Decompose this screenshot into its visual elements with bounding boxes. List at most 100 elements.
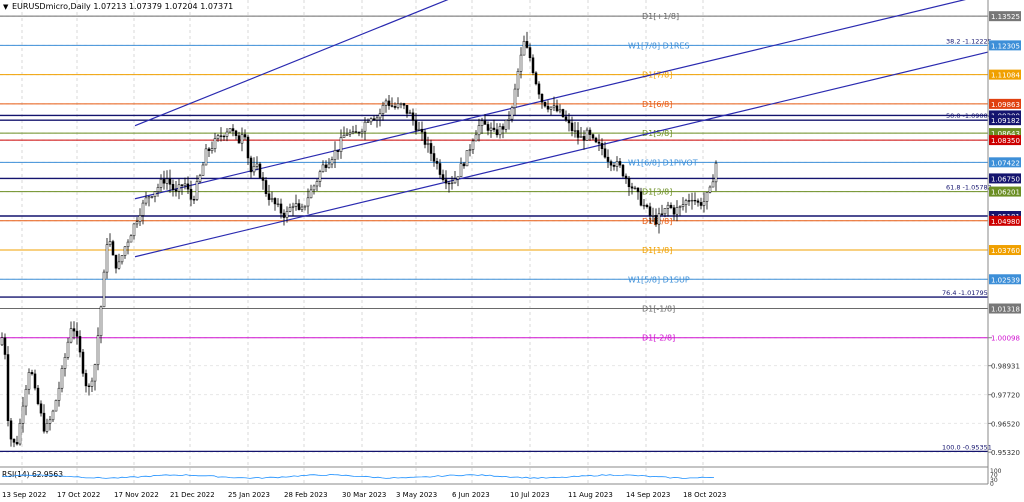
price-tick-label: 1.08350: [991, 137, 1020, 145]
candle-body: [120, 255, 124, 263]
candle-body: [438, 163, 442, 175]
candle-body: [459, 163, 463, 177]
candle-body: [567, 119, 571, 124]
candle-body: [570, 122, 574, 131]
price-tag: [989, 115, 1021, 126]
candle-body: [30, 372, 34, 375]
candle-body: [249, 157, 253, 173]
candle-body: [603, 148, 607, 158]
candle-body: [0, 337, 4, 346]
candle-body: [153, 191, 157, 197]
candle-body: [111, 241, 115, 256]
candle-body: [393, 106, 397, 108]
level-label: D1[1/8]: [642, 246, 672, 255]
level-label: D1[5/8]: [642, 129, 672, 138]
candle-body: [444, 179, 448, 184]
candle-body: [192, 199, 196, 201]
candle-body: [45, 423, 49, 432]
candle-body: [84, 373, 88, 387]
price-tag: [989, 215, 1021, 226]
trend-channel[interactable]: [134, 0, 989, 258]
candle-body: [255, 163, 259, 167]
candle-body: [348, 132, 352, 135]
candle-body: [324, 164, 328, 168]
candle-body: [405, 105, 409, 114]
price-tag: [989, 157, 1021, 168]
level-label: W1[6/8] D1PIVOT: [628, 158, 698, 167]
candle-body: [24, 388, 28, 407]
candle-body: [471, 140, 475, 150]
candle-body: [711, 181, 715, 188]
time-label: 14 Sep 2023: [626, 491, 670, 499]
candle-body: [669, 204, 673, 208]
candle-body: [90, 380, 94, 387]
time-label: 3 May 2023: [396, 491, 437, 499]
candle-body: [627, 177, 631, 188]
candle-body: [432, 153, 436, 162]
candle-body: [291, 206, 295, 208]
candle-body: [144, 197, 148, 204]
rsi-tick: 30: [990, 477, 998, 484]
candle-body: [309, 189, 313, 199]
candle-body: [126, 241, 130, 248]
candle-body: [468, 149, 472, 151]
level-label: W1[7/8] D1RES: [628, 41, 690, 50]
candle-body: [207, 148, 211, 151]
candle-body: [234, 130, 238, 136]
candle-body: [672, 207, 676, 215]
rsi-line: [1, 474, 715, 479]
fib-label: 100.0 -0.95351: [942, 443, 992, 451]
candle-body: [51, 410, 55, 421]
candle-body: [231, 128, 235, 132]
candle-body: [87, 385, 91, 387]
candle-body: [162, 179, 166, 184]
candle-body: [12, 438, 16, 443]
price-tick-label: 1.02539: [991, 276, 1020, 284]
header: ▼ EURUSDmicro,Daily 1.07213 1.07379 1.07…: [3, 2, 233, 11]
candle-body: [525, 41, 529, 48]
candle-body: [687, 200, 691, 202]
candle-body: [684, 200, 688, 205]
candle-body: [531, 57, 535, 74]
candle-body: [6, 354, 10, 421]
candle-body: [693, 199, 697, 202]
candle-body: [411, 112, 415, 121]
candle-body: [657, 213, 661, 225]
candle-body: [495, 129, 499, 136]
candle-body: [168, 178, 172, 185]
candle-body: [240, 134, 244, 144]
time-label: 28 Feb 2023: [284, 491, 328, 499]
rsi-tick: 70: [990, 472, 998, 479]
candle-body: [549, 106, 553, 110]
price-tick-label: 0.98931: [991, 363, 1020, 371]
candle-body: [561, 109, 565, 117]
candle-body: [75, 330, 79, 337]
candle-body: [513, 88, 517, 108]
candle-body: [300, 206, 304, 210]
level-label: D1[7/8]: [642, 71, 672, 80]
candle-body: [426, 143, 430, 145]
candle-body: [54, 400, 58, 412]
candle-body: [396, 103, 400, 108]
candle-body: [273, 198, 277, 205]
candle-body: [660, 213, 664, 215]
rsi-label: RSI(14) 62.9563: [2, 470, 63, 479]
candle-body: [150, 196, 154, 198]
candle-body: [573, 130, 577, 132]
candle-body: [510, 107, 514, 120]
candle-body: [210, 148, 214, 151]
candle-body: [93, 364, 97, 382]
candle-body: [294, 203, 298, 207]
candle-body: [237, 135, 241, 144]
collapse-triangle: ▼: [3, 3, 9, 11]
candle-body: [534, 72, 538, 85]
price-tag: [989, 98, 1021, 109]
candle-body: [135, 221, 139, 225]
candle-body: [678, 206, 682, 208]
time-label: 21 Dec 2022: [170, 491, 215, 499]
candle-body: [501, 126, 505, 130]
candle-body: [114, 254, 118, 269]
candle-body: [597, 141, 601, 144]
